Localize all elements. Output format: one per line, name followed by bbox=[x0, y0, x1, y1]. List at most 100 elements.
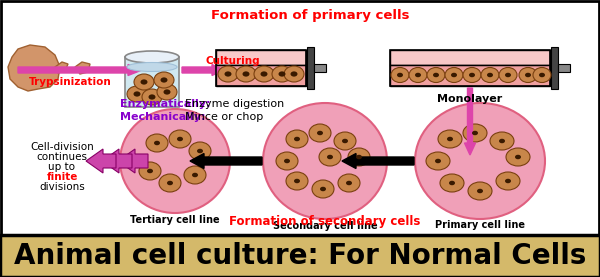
Ellipse shape bbox=[499, 68, 517, 83]
Polygon shape bbox=[86, 149, 116, 173]
Ellipse shape bbox=[218, 66, 238, 82]
Text: Formation of secondary cells: Formation of secondary cells bbox=[229, 214, 421, 227]
Ellipse shape bbox=[154, 72, 174, 88]
Ellipse shape bbox=[525, 73, 531, 77]
Ellipse shape bbox=[327, 155, 333, 159]
Bar bbox=[216, 50, 306, 65]
Ellipse shape bbox=[463, 124, 487, 142]
Ellipse shape bbox=[140, 79, 148, 85]
Ellipse shape bbox=[189, 142, 211, 160]
Bar bbox=[125, 57, 179, 107]
FancyArrow shape bbox=[182, 65, 224, 76]
Text: Enzyme digestion: Enzyme digestion bbox=[185, 99, 284, 109]
Polygon shape bbox=[102, 149, 132, 173]
Text: Formation of primary cells: Formation of primary cells bbox=[211, 9, 409, 22]
Ellipse shape bbox=[438, 130, 462, 148]
Polygon shape bbox=[118, 149, 148, 173]
Ellipse shape bbox=[468, 182, 492, 200]
Ellipse shape bbox=[505, 179, 511, 183]
Text: Culturing: Culturing bbox=[205, 56, 260, 66]
Ellipse shape bbox=[319, 148, 341, 166]
Ellipse shape bbox=[133, 91, 140, 97]
Ellipse shape bbox=[447, 137, 453, 141]
Ellipse shape bbox=[409, 68, 427, 83]
Bar bbox=[390, 65, 550, 86]
Ellipse shape bbox=[127, 86, 147, 102]
Bar bbox=[216, 50, 306, 86]
Ellipse shape bbox=[278, 71, 286, 77]
Ellipse shape bbox=[161, 77, 167, 83]
Ellipse shape bbox=[427, 68, 445, 83]
Ellipse shape bbox=[356, 155, 362, 159]
Ellipse shape bbox=[415, 73, 421, 77]
Ellipse shape bbox=[472, 131, 478, 135]
Ellipse shape bbox=[309, 124, 331, 142]
Ellipse shape bbox=[445, 68, 463, 83]
Ellipse shape bbox=[515, 155, 521, 159]
Ellipse shape bbox=[533, 68, 551, 83]
Ellipse shape bbox=[338, 174, 360, 192]
Text: Secondary cell line: Secondary cell line bbox=[272, 221, 377, 231]
Ellipse shape bbox=[139, 162, 161, 180]
Ellipse shape bbox=[167, 181, 173, 185]
Ellipse shape bbox=[348, 148, 370, 166]
Bar bbox=[2, 2, 598, 234]
Ellipse shape bbox=[284, 66, 304, 82]
Ellipse shape bbox=[263, 103, 387, 219]
Bar bbox=[314, 64, 326, 72]
Ellipse shape bbox=[142, 89, 162, 105]
Ellipse shape bbox=[499, 139, 505, 143]
Ellipse shape bbox=[159, 174, 181, 192]
FancyArrow shape bbox=[190, 153, 262, 168]
Text: Enzymatically:: Enzymatically: bbox=[120, 99, 211, 109]
Bar bbox=[551, 47, 558, 89]
Ellipse shape bbox=[496, 172, 520, 190]
Ellipse shape bbox=[317, 131, 323, 135]
Bar bbox=[307, 47, 314, 89]
Ellipse shape bbox=[342, 139, 348, 143]
Ellipse shape bbox=[294, 137, 300, 141]
Ellipse shape bbox=[127, 63, 177, 71]
Ellipse shape bbox=[469, 73, 475, 77]
Ellipse shape bbox=[320, 187, 326, 191]
Ellipse shape bbox=[481, 68, 499, 83]
Ellipse shape bbox=[169, 130, 191, 148]
Bar bbox=[1, 1, 599, 235]
Ellipse shape bbox=[184, 166, 206, 184]
Ellipse shape bbox=[120, 109, 230, 213]
Text: Trypsinization: Trypsinization bbox=[29, 77, 112, 87]
Ellipse shape bbox=[254, 66, 274, 82]
Text: continues: continues bbox=[37, 152, 88, 162]
Text: divisions: divisions bbox=[39, 182, 85, 192]
Ellipse shape bbox=[284, 159, 290, 163]
Ellipse shape bbox=[506, 148, 530, 166]
Bar bbox=[390, 50, 550, 86]
Ellipse shape bbox=[286, 172, 308, 190]
Ellipse shape bbox=[272, 66, 292, 82]
Ellipse shape bbox=[449, 181, 455, 185]
Ellipse shape bbox=[163, 89, 170, 95]
Ellipse shape bbox=[147, 169, 153, 173]
Ellipse shape bbox=[477, 189, 483, 193]
Ellipse shape bbox=[440, 174, 464, 192]
Bar bbox=[0, 235, 600, 277]
Text: up to: up to bbox=[49, 162, 76, 172]
Ellipse shape bbox=[505, 73, 511, 77]
Ellipse shape bbox=[433, 73, 439, 77]
Ellipse shape bbox=[149, 94, 155, 100]
Ellipse shape bbox=[260, 71, 268, 77]
Text: Mechanically:: Mechanically: bbox=[120, 112, 205, 122]
Ellipse shape bbox=[134, 74, 154, 90]
Ellipse shape bbox=[242, 71, 250, 77]
Bar bbox=[390, 50, 550, 65]
FancyArrow shape bbox=[464, 88, 476, 155]
Ellipse shape bbox=[490, 132, 514, 150]
Ellipse shape bbox=[157, 84, 177, 100]
Bar bbox=[558, 64, 570, 72]
Ellipse shape bbox=[276, 152, 298, 170]
Polygon shape bbox=[8, 45, 60, 91]
Text: Primary cell line: Primary cell line bbox=[435, 220, 525, 230]
Text: Animal cell culture: For Normal Cells: Animal cell culture: For Normal Cells bbox=[14, 242, 586, 270]
Ellipse shape bbox=[224, 71, 232, 77]
Ellipse shape bbox=[154, 141, 160, 145]
